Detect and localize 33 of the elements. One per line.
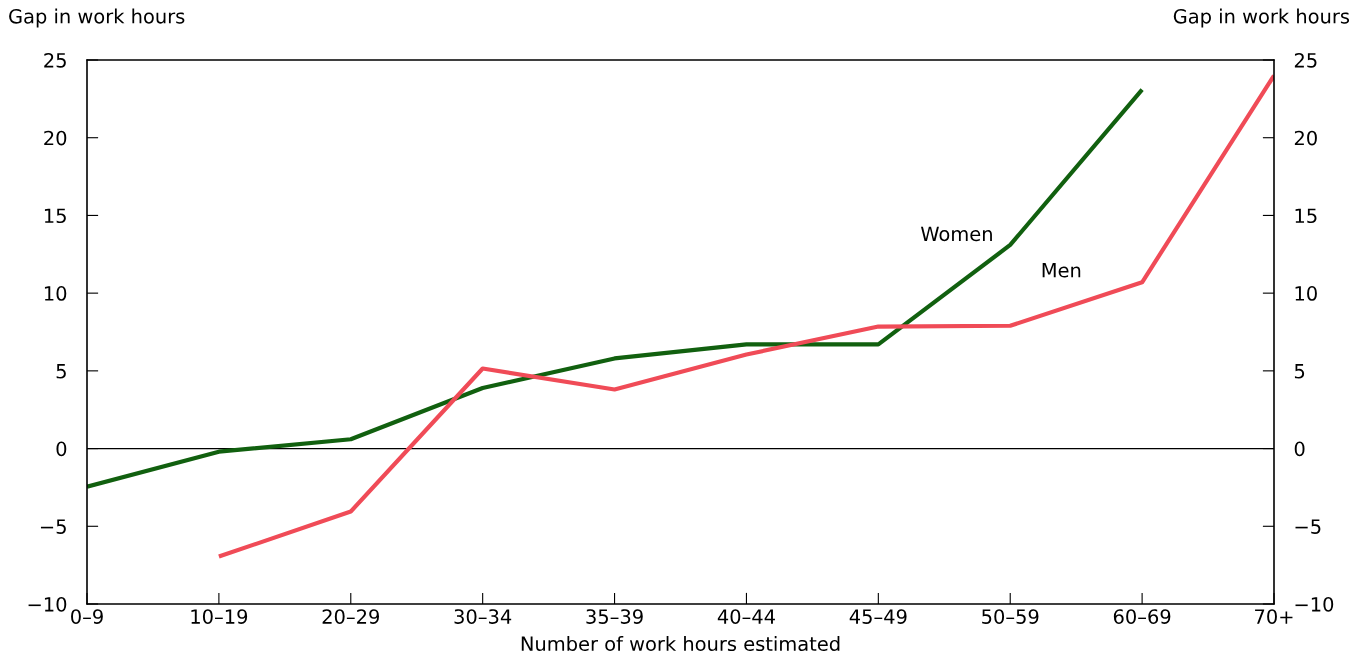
y2-tick-label: 10	[1295, 286, 1317, 301]
line-series	[87, 87, 1145, 489]
series-label: Women	[920, 226, 992, 242]
y-tick-label: 5	[56, 364, 66, 379]
y-tick-label: 10	[44, 286, 67, 301]
x-tick-label: 45–49	[849, 609, 907, 624]
x-tick-label: 30–34	[454, 609, 512, 624]
y2-tick-label: 20	[1294, 130, 1317, 146]
line-series	[216, 73, 1274, 559]
x-tick-label: 10–19	[191, 609, 248, 624]
x-tick-label: 0–9	[71, 609, 103, 624]
x-tick-label: 60–69	[1113, 609, 1171, 624]
y-tick-label: 20	[44, 130, 67, 146]
y2-tick-label: 5	[1294, 364, 1305, 379]
y2-axis-title: Gap in work hours	[1173, 8, 1350, 28]
x-tick-label: 40–44	[717, 609, 775, 624]
y-tick-label: −10	[28, 596, 67, 612]
y2-tick-label: 25	[1294, 52, 1317, 68]
x-tick-label: 50–59	[982, 609, 1039, 624]
y-tick-label: 15	[44, 208, 66, 224]
x-tick-label: 70+	[1255, 609, 1293, 624]
x-axis-title: Number of work hours estimated	[521, 636, 840, 652]
x-tick-label: 35–39	[586, 609, 643, 624]
y-tick-label: 0	[56, 441, 67, 457]
y-axis-title: Gap in work hours	[9, 8, 185, 28]
y2-tick-label: 15	[1295, 208, 1317, 224]
y-tick-label: 25	[44, 52, 66, 68]
y2-tick-label: 0	[1294, 441, 1305, 457]
series-label: Men	[1042, 263, 1081, 278]
y-tick-label: −5	[40, 519, 66, 534]
y2-tick-label: −5	[1295, 519, 1321, 534]
x-tick-label: 20–29	[322, 609, 380, 624]
y2-tick-label: −10	[1295, 596, 1334, 612]
